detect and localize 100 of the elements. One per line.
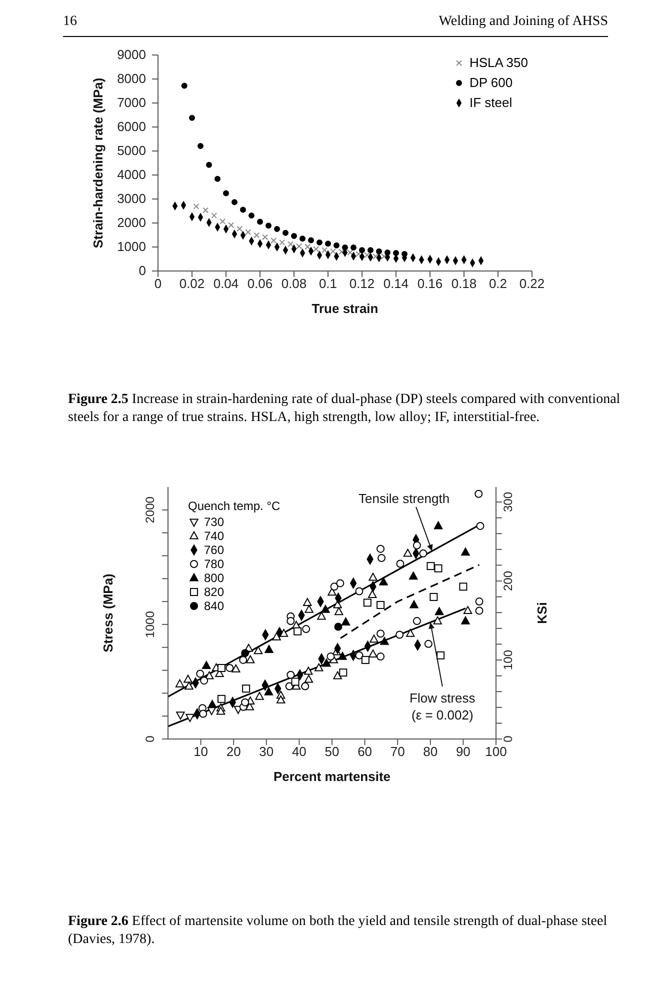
point [434,521,443,530]
point [217,664,226,672]
point [206,162,212,168]
point [264,687,274,696]
point [376,652,385,661]
point [301,682,310,690]
y2-axis-title: KSi [534,602,550,624]
point [303,598,312,606]
point [403,548,412,557]
y2-tick-label: 200 [501,570,515,592]
point [286,670,295,679]
point [338,652,347,660]
point [282,230,288,236]
point [368,247,374,254]
point [217,694,226,703]
y-tick-label: 5000 [117,143,146,158]
y-tick-label: 7000 [117,95,146,110]
point [434,564,442,572]
point [304,666,313,675]
point [272,632,281,640]
point [339,668,348,677]
point [376,544,385,553]
x-tick-label: 10 [194,744,208,760]
y-tick-label: 0 [143,735,157,742]
point [372,253,379,260]
point [461,548,470,556]
x-tick-label: 0.2 [488,276,508,292]
point [336,579,344,588]
y-tick-label: 1000 [143,610,157,638]
annotation: Flow stress (ε = 0.002) [410,690,476,722]
point [412,617,421,626]
point [408,572,418,580]
point [463,606,472,614]
text: Welding and Joining of AHSS [438,14,608,30]
point [175,679,184,688]
point [376,630,385,638]
point [226,664,234,672]
y-axis-title: Stress (MPa) [100,574,116,652]
text: 16 [63,14,77,30]
point [176,712,185,720]
point [257,218,263,225]
point [232,664,240,672]
point [255,692,264,700]
point [184,674,192,683]
point [364,252,370,258]
point [461,616,470,624]
point [254,646,263,654]
point [274,226,280,232]
point [333,671,342,680]
point [216,706,226,715]
point [379,577,388,586]
point [202,207,209,214]
point [264,644,274,653]
point [436,651,445,660]
annotation: Tensile strength [358,491,450,506]
legend-label: DP 600 [469,74,513,92]
point [325,240,331,247]
x-tick-label: 0.18 [451,276,477,292]
point [181,82,188,89]
point [266,222,272,229]
legend-label: 780 [204,557,224,571]
point [355,587,364,596]
point [279,239,286,246]
point [288,241,294,248]
y2-tick-label: 300 [501,492,515,512]
point [334,242,340,248]
point [321,604,330,613]
point [196,670,204,678]
point [304,604,314,613]
x-tick-label: 50 [324,744,340,760]
point [378,554,386,562]
legend-label: 800 [204,571,224,585]
point [363,598,372,607]
point [304,674,314,683]
y-tick-label: 9000 [117,47,146,62]
point [294,627,302,636]
x-tick-label: 0.14 [383,276,409,292]
point [262,234,268,240]
point [376,248,382,254]
x-tick-label: 0.1 [318,276,338,292]
point [368,590,377,598]
x-tick-label: 40 [292,744,306,760]
point [433,616,442,624]
x-tick-label: 90 [456,744,470,760]
point [322,247,328,254]
point [410,600,418,608]
point [334,622,342,631]
point [424,640,432,648]
x-tick-label: 80 [423,744,438,760]
point [193,203,200,210]
point [296,243,302,250]
point [396,630,404,639]
point [475,598,484,606]
x-tick-label: 0.16 [417,276,443,292]
point [426,562,435,570]
point [286,617,295,626]
point [241,649,250,658]
point [396,560,404,568]
point [220,218,226,224]
point [308,237,314,244]
